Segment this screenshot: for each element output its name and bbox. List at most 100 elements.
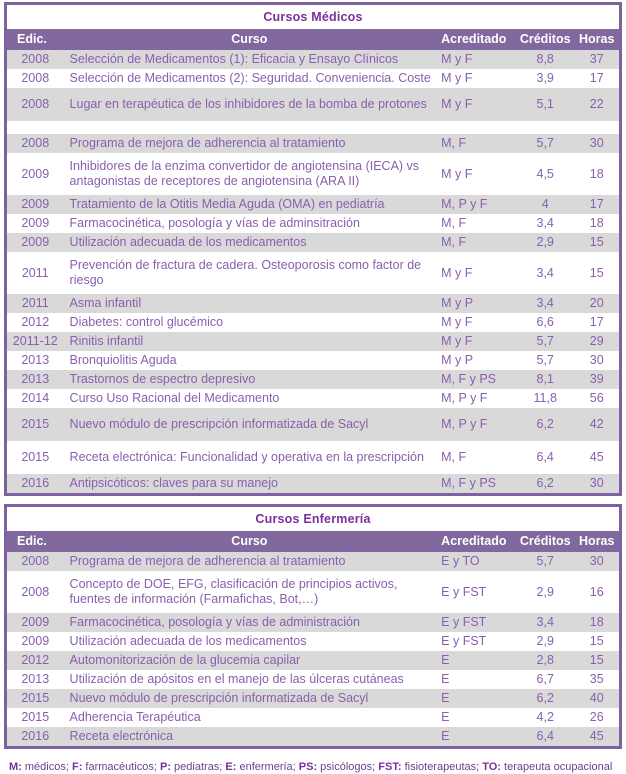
cell-curso: Tratamiento de la Otitis Media Aguda (OM…	[63, 195, 436, 214]
cell-edic: 2008	[7, 88, 64, 121]
cell-curso: Nuevo módulo de prescripción informatiza…	[63, 689, 436, 708]
table-row: 2015 Receta electrónica: Funcionalidad y …	[7, 441, 619, 474]
cell-acreditado: M, P y F	[435, 389, 516, 408]
cell-horas: 30	[574, 134, 619, 153]
cell-creditos: 4,2	[515, 708, 575, 727]
cell-acreditado: M, F	[435, 214, 516, 233]
cell-acreditado: M y F	[435, 313, 516, 332]
column-header-acreditado: Acreditado	[435, 531, 516, 552]
table-cursos-enfermeria: Cursos Enfermería Edic. Curso Acreditado…	[7, 507, 619, 746]
section-cursos-medicos: Cursos Médicos Edic. Curso Acreditado Cr…	[4, 2, 622, 496]
table-row: 2011 Prevención de fractura de cadera. Os…	[7, 252, 619, 294]
cell-curso: Selección de Medicamentos (1): Eficacia …	[63, 50, 436, 69]
column-header-row: Edic. Curso Acreditado Créditos Horas	[7, 29, 619, 50]
cell-edic: 2009	[7, 233, 64, 252]
column-header-creditos: Créditos	[515, 29, 575, 50]
cell-acreditado: M y F	[435, 88, 516, 121]
cell-acreditado: M, F y PS	[435, 474, 516, 493]
cell-curso: Selección de Medicamentos (2): Seguridad…	[63, 69, 436, 88]
table-row: 2013 Bronquiolitis Aguda M y P 5,7 30	[7, 351, 619, 370]
legend-code: E:	[225, 761, 237, 773]
cell-edic: 2013	[7, 370, 64, 389]
cell-horas: 42	[574, 408, 619, 441]
cell-horas: 45	[574, 441, 619, 474]
cell-acreditado: M, P y F	[435, 195, 516, 214]
cell-curso: Utilización de apósitos en el manejo de …	[63, 670, 436, 689]
table-row: 2008 Programa de mejora de adherencia al …	[7, 552, 619, 571]
cell-horas: 39	[574, 370, 619, 389]
table-row: 2008 Lugar en terapéutica de los inhibido…	[7, 88, 619, 121]
cell-curso: Asma infantil	[63, 294, 436, 313]
legend-code: FST:	[378, 761, 402, 773]
cell-creditos: 5,7	[515, 332, 575, 351]
table-row: 2008 Selección de Medicamentos (2): Segur…	[7, 69, 619, 88]
cell-edic: 2013	[7, 670, 64, 689]
cell-horas: 29	[574, 332, 619, 351]
cell-curso: Utilización adecuada de los medicamentos	[63, 233, 436, 252]
cell-acreditado: M, F y PS	[435, 370, 516, 389]
table-body-enfermeria: 2008 Programa de mejora de adherencia al …	[7, 552, 619, 746]
cell-curso: Lugar en terapéutica de los inhibidores …	[63, 88, 436, 121]
legend-text: psicólogos;	[317, 761, 379, 773]
cell-creditos: 5,1	[515, 88, 575, 121]
cell-creditos: 6,2	[515, 474, 575, 493]
cell-curso: Programa de mejora de adherencia al trat…	[63, 134, 436, 153]
cell-horas: 17	[574, 69, 619, 88]
cell-creditos: 2,9	[515, 632, 575, 651]
cell-curso: Automonitorización de la glucemia capila…	[63, 651, 436, 670]
table-body-medicos: 2008 Selección de Medicamentos (1): Efica…	[7, 50, 619, 493]
cell-acreditado: M, P y F	[435, 408, 516, 441]
cell-creditos: 6,4	[515, 441, 575, 474]
legend-text: pediatras;	[171, 761, 226, 773]
cell-edic: 2008	[7, 571, 64, 613]
cell-edic: 2015	[7, 441, 64, 474]
legend-code: F:	[71, 761, 83, 773]
cell-horas: 45	[574, 727, 619, 746]
cell-creditos: 4,5	[515, 153, 575, 195]
legend-code: TO:	[482, 761, 501, 773]
table-cursos-medicos: Cursos Médicos Edic. Curso Acreditado Cr…	[7, 5, 619, 493]
legend-footnote: M: médicos; F: farmacéuticos; P: pediatr…	[4, 760, 622, 774]
cell-horas: 20	[574, 294, 619, 313]
cell-acreditado: M, F	[435, 441, 516, 474]
cell-acreditado: E y FST	[435, 571, 516, 613]
column-header-edic: Edic.	[7, 29, 64, 50]
cell-acreditado: M y F	[435, 252, 516, 294]
cell-edic: 2011	[7, 252, 64, 294]
table-row: 2009 Farmacocinética, posología y vías de…	[7, 214, 619, 233]
cell-creditos: 6,2	[515, 408, 575, 441]
cell-horas: 15	[574, 233, 619, 252]
cell-creditos: 6,6	[515, 313, 575, 332]
cell-acreditado: M y F	[435, 332, 516, 351]
cell-acreditado: M y P	[435, 351, 516, 370]
legend-text: terapeuta ocupacional	[500, 761, 613, 773]
cell-creditos: 6,7	[515, 670, 575, 689]
table-row: 2014 Curso Uso Racional del Medicamento M,…	[7, 389, 619, 408]
table-row: 2008 Selección de Medicamentos (1): Efica…	[7, 50, 619, 69]
table-row: 2009 Utilización adecuada de los medicame…	[7, 632, 619, 651]
cell-edic: 2012	[7, 313, 64, 332]
cell-horas: 17	[574, 195, 619, 214]
cell-curso: Utilización adecuada de los medicamentos	[63, 632, 436, 651]
cell-edic: 2008	[7, 552, 64, 571]
cell-horas: 16	[574, 571, 619, 613]
cell-edic: 2015	[7, 689, 64, 708]
column-header-horas: Horas	[574, 29, 619, 50]
cell-edic: 2012	[7, 651, 64, 670]
cell-horas: 18	[574, 613, 619, 632]
table-row: 2015 Adherencia Terapéutica E 4,2 26	[7, 708, 619, 727]
table-row: 2008 Programa de mejora de adherencia al …	[7, 134, 619, 153]
table-row: 2013 Utilización de apósitos en el manejo…	[7, 670, 619, 689]
cell-horas: 56	[574, 389, 619, 408]
cell-acreditado: E y FST	[435, 613, 516, 632]
section-cursos-enfermeria: Cursos Enfermería Edic. Curso Acreditado…	[4, 504, 622, 749]
cell-horas: 30	[574, 351, 619, 370]
cell-acreditado: M y F	[435, 69, 516, 88]
cell-edic: 2011	[7, 294, 64, 313]
column-header-curso: Curso	[63, 29, 436, 50]
legend-code: M:	[9, 761, 22, 773]
cell-curso: Receta electrónica	[63, 727, 436, 746]
cell-edic: 2008	[7, 50, 64, 69]
cell-creditos: 3,4	[515, 294, 575, 313]
cell-horas: 30	[574, 552, 619, 571]
